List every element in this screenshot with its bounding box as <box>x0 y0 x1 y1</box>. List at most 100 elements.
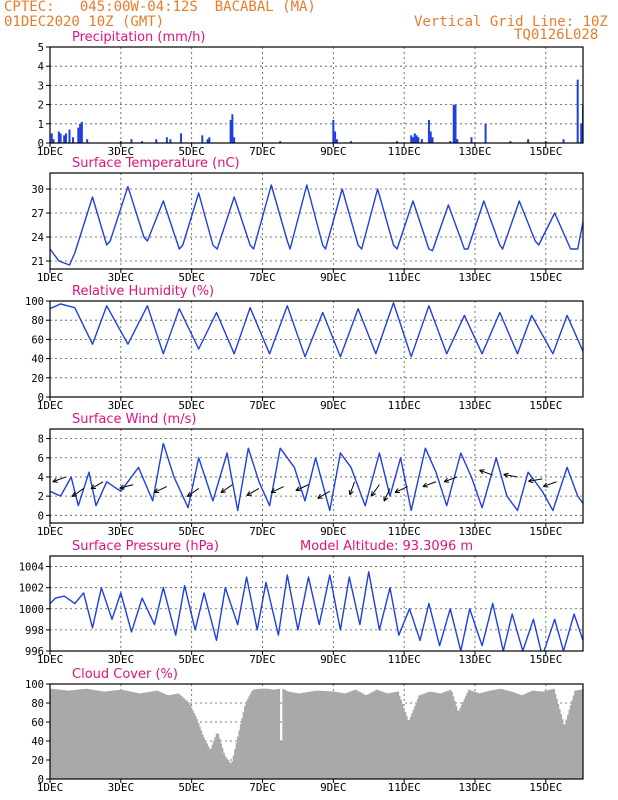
cloud-bar <box>191 710 194 779</box>
cloud-bar <box>367 694 370 779</box>
cloud-bar <box>550 689 553 779</box>
cloud-bar <box>472 691 475 779</box>
pressure-xtick-label: 5DEC <box>178 653 205 666</box>
cloud-bar <box>302 692 305 779</box>
cloud-bar <box>278 688 281 779</box>
wind-vector <box>153 486 168 494</box>
cloud-bar <box>100 691 104 779</box>
cloud-bar <box>494 689 497 779</box>
cloud-bar <box>93 690 96 779</box>
cloud-bar <box>445 691 448 779</box>
cloud-bar <box>245 701 248 779</box>
cloud-bar <box>561 719 564 779</box>
cloud-bar <box>337 692 340 779</box>
cloud-bar <box>559 714 562 779</box>
cloud-bar <box>411 713 414 779</box>
cloud-bar <box>538 691 541 779</box>
cloud-bar <box>572 695 575 779</box>
wind-vector <box>270 486 284 494</box>
precip-xtick-label: 11DEC <box>388 145 421 158</box>
cloud-bar <box>431 691 434 779</box>
cloud-bar <box>384 692 387 779</box>
cloud-panel: 0 20 40 60 80 100 1DEC 3DEC 5DEC 7DEC 9DEC 11DEC 13D… <box>25 667 584 794</box>
cloud-bar <box>425 692 428 779</box>
cloud-bar <box>300 693 303 779</box>
cloud-bar <box>398 695 401 779</box>
cloud-bar <box>414 706 417 779</box>
cloud-bar <box>205 743 208 779</box>
cloud-bar <box>178 694 181 779</box>
cloud-bar <box>480 692 483 779</box>
cloud-bar <box>129 691 132 779</box>
cloud-bar <box>188 704 191 779</box>
precip-bar <box>449 141 452 143</box>
cloud-bar <box>551 689 554 779</box>
cloud-bar <box>542 691 545 779</box>
cloud-bar <box>491 690 494 779</box>
cloud-bar <box>406 719 410 779</box>
cloud-bar <box>476 692 479 779</box>
cloud-bar <box>433 692 436 779</box>
cloud-bar <box>453 701 456 779</box>
cloud-bar <box>422 693 425 779</box>
cloud-bar <box>516 693 519 779</box>
cloud-bar <box>85 688 88 779</box>
cloud-bar <box>456 710 459 779</box>
precip-xtick-label: 13DEC <box>458 145 491 158</box>
cloud-bar <box>467 689 470 779</box>
cloud-bar <box>443 691 446 779</box>
cloud-bar <box>52 689 55 779</box>
pressure-xtick-label: 9DEC <box>320 653 347 666</box>
cloud-bar <box>324 691 327 779</box>
precip-bar <box>415 135 418 143</box>
cloud-bar <box>450 691 453 779</box>
cloud-bar <box>501 689 504 779</box>
cloud-bar <box>285 690 288 779</box>
cloud-bar <box>541 691 544 779</box>
humidity-panel: 0 20 40 60 80 100 1DEC 3DEC 5DEC 7DEC 9DEC 11DEC 13D… <box>25 284 584 412</box>
cloud-bar <box>385 693 388 779</box>
cloud-bar <box>439 693 442 779</box>
cloud-bar <box>242 712 245 779</box>
cloud-bar <box>62 690 65 779</box>
cloud-bar <box>116 690 119 779</box>
cloud-bar <box>269 689 272 779</box>
cloud-bar <box>534 690 537 779</box>
precip-xtick-label: 7DEC <box>249 145 276 158</box>
cloud-bar <box>181 697 184 779</box>
cloud-bar <box>554 693 557 779</box>
cloud-bar <box>402 707 405 779</box>
cloud-bar <box>122 690 125 779</box>
precip-bar <box>576 79 579 143</box>
cloud-bar <box>275 689 278 779</box>
cloud-bar <box>217 733 220 779</box>
cloud-bar <box>477 693 480 779</box>
cloud-bar <box>51 688 54 779</box>
cloud-bar <box>173 694 176 779</box>
cloud-bar <box>126 690 129 779</box>
cloud-bar <box>137 693 140 779</box>
pressure-xtick-label: 11DEC <box>388 653 421 666</box>
cloud-bar <box>340 692 343 779</box>
cloud-bar <box>545 690 548 779</box>
humidity-ytick-label: 20 <box>31 373 44 385</box>
cloud-bar <box>239 724 242 779</box>
precip-bar <box>50 133 53 143</box>
cloud-bar <box>540 691 543 779</box>
precip-bar <box>72 137 75 143</box>
precip-xtick-label: 5DEC <box>178 145 205 158</box>
cloud-bar <box>361 693 364 779</box>
cloud-bar <box>392 692 395 779</box>
cloud-bar <box>409 716 412 779</box>
cloud-xtick-label: 13DEC <box>458 781 491 794</box>
cloud-bar <box>187 702 190 779</box>
cloud-bar <box>353 690 356 779</box>
cloud-xtick-label: 5DEC <box>178 781 205 794</box>
cloud-bar <box>282 688 285 779</box>
cloud-bar <box>568 709 571 779</box>
precip-bar <box>229 119 232 143</box>
cloud-bar <box>227 760 230 779</box>
wind-vector <box>394 486 408 494</box>
cloud-bar <box>482 692 485 779</box>
